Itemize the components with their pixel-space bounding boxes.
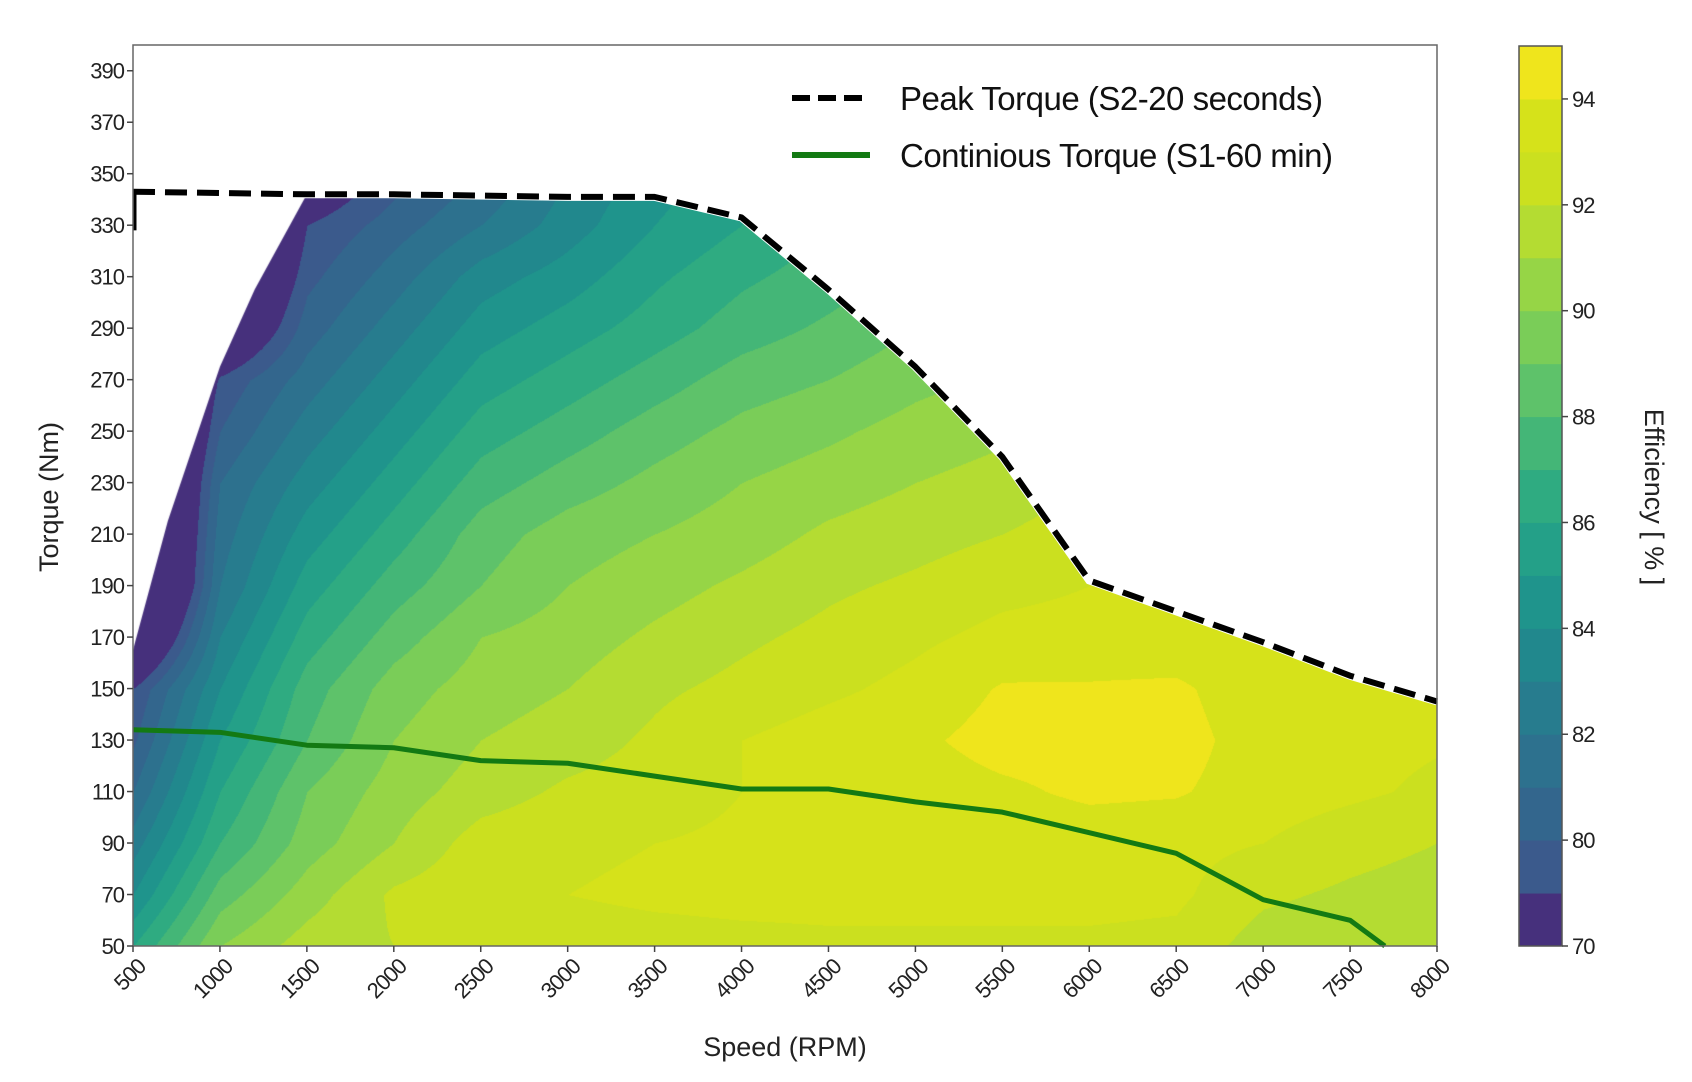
colorbar-band — [1519, 204, 1562, 259]
peak-torque-line — [132, 188, 1438, 705]
colorbar-tick-label: 88 — [1572, 405, 1595, 430]
colorbar-tick-label: 92 — [1572, 193, 1595, 218]
colorbar-band — [1519, 416, 1562, 471]
colorbar-tick-label: 80 — [1572, 828, 1595, 853]
colorbar-band — [1519, 469, 1562, 523]
colorbar-frame — [1518, 45, 1563, 947]
colorbar-band — [1519, 363, 1562, 418]
colorbar-band — [1519, 151, 1562, 206]
x-tick-label: 1000 — [188, 953, 238, 1003]
colorbar-band — [1519, 257, 1562, 312]
y-tick-label: 170 — [90, 625, 124, 650]
y-tick-label: 150 — [90, 677, 124, 702]
y-tick-label: 90 — [102, 831, 125, 856]
legend: Peak Torque (S2-20 seconds) Continious T… — [792, 80, 1333, 174]
colorbar-band — [1519, 681, 1562, 735]
y-tick-label: 390 — [90, 59, 124, 84]
y-axis-label: Torque (Nm) — [34, 422, 64, 572]
x-tick-label: 2000 — [362, 953, 412, 1003]
x-tick-label: 8000 — [1405, 953, 1455, 1003]
colorbar-tick-label: 90 — [1572, 299, 1595, 324]
y-tick-label: 210 — [90, 522, 124, 547]
colorbar-tick-label: 82 — [1572, 722, 1595, 747]
x-tick-label: 3500 — [623, 953, 673, 1003]
peak-torque-halo — [132, 187, 1439, 706]
y-tick-label: 190 — [90, 574, 124, 599]
colorbar-band — [1519, 575, 1562, 629]
colorbar-band — [1519, 46, 1562, 100]
x-tick-label: 3000 — [536, 953, 586, 1003]
y-tick-label: 110 — [92, 780, 125, 805]
x-tick-label: 500 — [109, 953, 151, 995]
colorbar-tick-label: 70 — [1572, 934, 1595, 959]
colorbar-band — [1519, 787, 1562, 841]
x-tick-label: 5500 — [970, 953, 1020, 1003]
y-tick-label: 230 — [90, 471, 124, 496]
y-tick-label: 130 — [90, 728, 124, 753]
y-tick-label: 50 — [102, 934, 125, 959]
colorbar-band — [1519, 893, 1562, 947]
colorbar-band — [1519, 522, 1562, 576]
legend-label-peak-torque: Peak Torque (S2-20 seconds) — [900, 80, 1322, 117]
x-tick-label: 2500 — [449, 953, 499, 1003]
colorbar-band — [1519, 734, 1562, 788]
plot-frame — [132, 44, 1438, 947]
colorbar-tick-label: 86 — [1572, 510, 1595, 535]
colorbar-band — [1519, 310, 1562, 365]
y-tick-label: 270 — [90, 368, 124, 393]
y-tick-label: 250 — [90, 419, 124, 444]
x-tick-label: 7500 — [1318, 953, 1368, 1003]
y-tick-label: 290 — [90, 316, 124, 341]
colorbar-tick-label: 94 — [1572, 87, 1595, 112]
y-tick-label: 310 — [90, 265, 124, 290]
x-tick-label: 1500 — [275, 953, 325, 1003]
y-tick-label: 330 — [90, 213, 124, 238]
x-axis-label: Speed (RPM) — [703, 1032, 867, 1062]
y-tick-label: 350 — [90, 162, 124, 187]
x-tick-label: 4500 — [797, 953, 847, 1003]
colorbar-label: Efficiency [ % ] — [1639, 409, 1669, 586]
colorbar-tick-label: 84 — [1572, 616, 1595, 641]
x-tick-label: 6500 — [1144, 953, 1194, 1003]
y-tick-label: 70 — [102, 883, 125, 908]
y-tick-label: 370 — [90, 110, 124, 135]
x-tick-label: 6000 — [1057, 953, 1107, 1003]
x-tick-label: 4000 — [710, 953, 760, 1003]
colorbar-band — [1519, 98, 1562, 153]
x-tick-label: 7000 — [1231, 953, 1281, 1003]
colorbar-band — [1519, 840, 1562, 894]
colorbar-band — [1519, 628, 1562, 682]
legend-label-continuous-torque: Continious Torque (S1-60 min) — [900, 137, 1332, 174]
x-tick-label: 5000 — [883, 953, 933, 1003]
continuous-torque-line — [132, 727, 1387, 949]
